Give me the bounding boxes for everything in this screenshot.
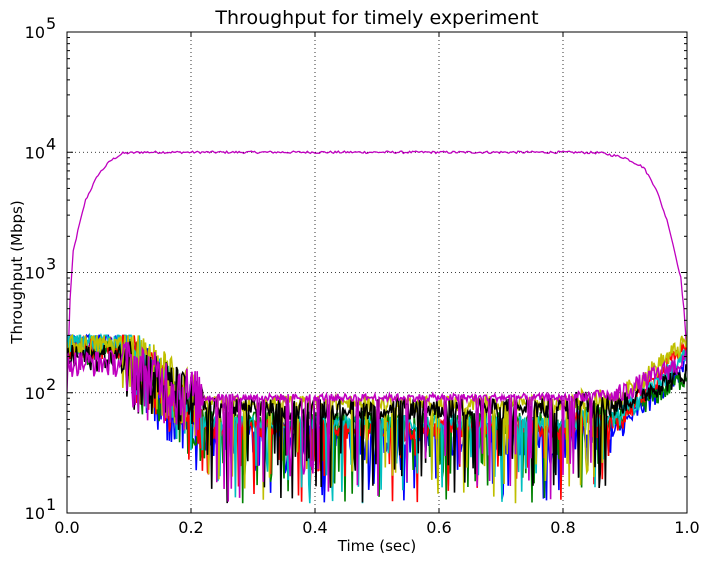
chart-title: Throughput for timely experiment (214, 7, 538, 29)
y-tick-exponent: 5 (46, 14, 56, 33)
series-group (67, 150, 687, 504)
x-axis-label: Time (sec) (337, 537, 416, 555)
y-tick-label: 10 (25, 384, 45, 403)
y-tick-label: 10 (25, 143, 45, 162)
x-tick-label: 0.4 (302, 518, 327, 537)
x-tick-label: 0.0 (54, 518, 79, 537)
series-line-elephant (67, 150, 687, 393)
x-tick-label: 0.2 (178, 518, 203, 537)
y-tick-label: 10 (25, 504, 45, 523)
x-tick-label: 1.0 (674, 518, 699, 537)
x-tick-label: 0.8 (550, 518, 575, 537)
y-tick-exponent: 3 (46, 255, 56, 274)
y-tick-exponent: 1 (46, 495, 56, 514)
x-tick-labels: 0.0 0.2 0.4 0.6 0.8 1.0 (54, 518, 699, 537)
tick-marks (66, 31, 688, 514)
y-tick-label: 10 (25, 23, 45, 42)
y-tick-label: 10 (25, 264, 45, 283)
y-tick-exponent: 2 (46, 375, 56, 394)
x-tick-label: 0.6 (426, 518, 451, 537)
y-tick-exponent: 4 (46, 134, 56, 153)
y-axis-label: Throughput (Mbps) (8, 200, 26, 344)
series-line-7 (67, 342, 687, 502)
